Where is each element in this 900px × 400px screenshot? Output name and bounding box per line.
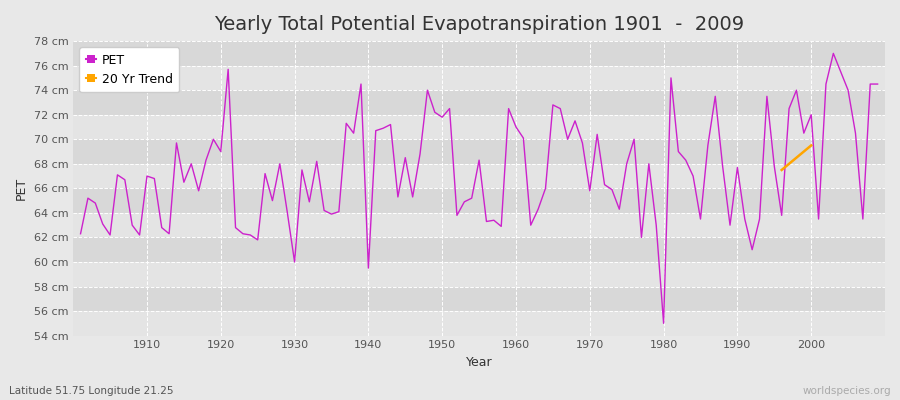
Bar [73,262,885,286]
20 Yr Trend [784,162,795,166]
Text: Latitude 51.75 Longitude 21.25: Latitude 51.75 Longitude 21.25 [9,386,174,396]
Y-axis label: PET: PET [15,177,28,200]
20 Yr Trend [806,143,816,148]
Bar [73,66,885,90]
20 Yr Trend [777,168,788,172]
Bar [73,164,885,188]
Bar [73,115,885,139]
20 Yr Trend [791,155,802,160]
Text: worldspecies.org: worldspecies.org [803,386,891,396]
Bar [73,286,885,311]
Line: 20 Yr Trend: 20 Yr Trend [782,146,811,170]
Legend: PET, 20 Yr Trend: PET, 20 Yr Trend [79,47,179,92]
PET [599,182,610,187]
X-axis label: Year: Year [466,356,492,369]
PET [75,231,86,236]
Title: Yearly Total Potential Evapotranspiration 1901  -  2009: Yearly Total Potential Evapotranspiratio… [214,15,744,34]
Bar [73,213,885,238]
Bar [73,238,885,262]
Bar [73,41,885,66]
PET [658,321,669,326]
Bar [73,311,885,336]
PET [341,121,352,126]
PET [503,106,514,111]
Bar [73,188,885,213]
PET [828,51,839,56]
PET [297,168,308,172]
Bar [73,139,885,164]
PET [134,232,145,237]
20 Yr Trend [798,149,809,154]
Bar [73,90,885,115]
Line: PET: PET [80,53,878,323]
PET [510,124,521,129]
PET [872,82,883,86]
